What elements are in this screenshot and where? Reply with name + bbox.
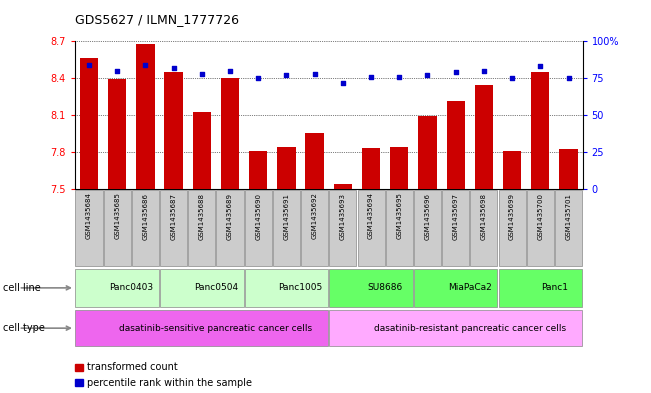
Bar (503, 151, 521, 189)
Text: dasatinib-resistant pancreatic cancer cells: dasatinib-resistant pancreatic cancer ce… (374, 324, 566, 332)
FancyBboxPatch shape (414, 190, 441, 266)
Point (563, 75, 574, 81)
Bar (277, 147, 296, 189)
Text: GSM1435684: GSM1435684 (86, 193, 92, 239)
Text: GDS5627 / ILMN_1777726: GDS5627 / ILMN_1777726 (75, 13, 239, 26)
Point (169, 64, 179, 71)
Text: cell line: cell line (3, 283, 41, 293)
Point (84, 62, 94, 68)
Bar (108, 79, 126, 189)
Text: GSM1435690: GSM1435690 (255, 193, 261, 240)
Text: SU8686: SU8686 (368, 283, 403, 292)
Point (225, 68, 235, 74)
FancyBboxPatch shape (245, 190, 271, 266)
Text: GSM1435696: GSM1435696 (424, 193, 430, 240)
Bar (305, 133, 324, 189)
FancyBboxPatch shape (442, 190, 469, 266)
Text: GSM1435694: GSM1435694 (368, 193, 374, 239)
FancyBboxPatch shape (499, 269, 582, 307)
Text: GSM1435687: GSM1435687 (171, 193, 176, 240)
Text: GSM1435685: GSM1435685 (114, 193, 120, 239)
Bar (249, 151, 268, 189)
Bar (475, 85, 493, 189)
Text: dasatinib-sensitive pancreatic cancer cells: dasatinib-sensitive pancreatic cancer ce… (119, 324, 312, 332)
Text: GSM1435689: GSM1435689 (227, 193, 233, 240)
FancyBboxPatch shape (329, 190, 356, 266)
Point (281, 72, 292, 78)
Text: GSM1435686: GSM1435686 (143, 193, 148, 240)
Text: GSM1435701: GSM1435701 (566, 193, 572, 240)
Text: GSM1435697: GSM1435697 (452, 193, 459, 240)
Text: GSM1435692: GSM1435692 (312, 193, 318, 239)
Text: GSM1435693: GSM1435693 (340, 193, 346, 240)
FancyBboxPatch shape (188, 190, 215, 266)
FancyBboxPatch shape (76, 190, 102, 266)
Bar (390, 147, 408, 189)
FancyBboxPatch shape (160, 190, 187, 266)
Text: Panc1: Panc1 (541, 283, 568, 292)
Point (394, 73, 404, 80)
FancyBboxPatch shape (499, 190, 525, 266)
Text: GSM1435698: GSM1435698 (481, 193, 487, 240)
Text: Panc0504: Panc0504 (194, 283, 238, 292)
Point (197, 70, 207, 77)
FancyBboxPatch shape (555, 190, 582, 266)
FancyBboxPatch shape (273, 190, 300, 266)
Bar (136, 44, 154, 189)
Bar (419, 116, 437, 189)
Bar (559, 149, 577, 189)
Text: transformed count: transformed count (87, 362, 177, 372)
Bar (531, 72, 549, 189)
Point (535, 63, 546, 70)
Point (309, 70, 320, 77)
Bar (221, 78, 239, 189)
Bar (80, 59, 98, 189)
Text: GSM1435700: GSM1435700 (537, 193, 544, 240)
Text: GSM1435699: GSM1435699 (509, 193, 515, 240)
FancyBboxPatch shape (471, 190, 497, 266)
Text: GSM1435695: GSM1435695 (396, 193, 402, 239)
Text: cell type: cell type (3, 323, 45, 333)
Point (366, 73, 376, 80)
FancyBboxPatch shape (217, 190, 243, 266)
Point (422, 72, 433, 78)
Point (338, 79, 348, 86)
Text: Panc1005: Panc1005 (279, 283, 323, 292)
Point (112, 68, 122, 74)
Text: Panc0403: Panc0403 (109, 283, 154, 292)
Bar (447, 101, 465, 189)
FancyBboxPatch shape (357, 190, 385, 266)
Bar (193, 112, 211, 189)
FancyBboxPatch shape (414, 269, 497, 307)
Point (450, 69, 461, 75)
FancyBboxPatch shape (386, 190, 413, 266)
Bar (165, 72, 183, 189)
FancyBboxPatch shape (329, 310, 582, 346)
Point (140, 62, 150, 68)
FancyBboxPatch shape (132, 190, 159, 266)
FancyBboxPatch shape (301, 190, 328, 266)
Bar (334, 184, 352, 189)
Text: GSM1435691: GSM1435691 (283, 193, 290, 240)
FancyBboxPatch shape (160, 269, 243, 307)
Point (478, 68, 489, 74)
Point (253, 75, 264, 81)
FancyBboxPatch shape (76, 269, 159, 307)
Bar (362, 148, 380, 189)
FancyBboxPatch shape (104, 190, 131, 266)
Text: GSM1435688: GSM1435688 (199, 193, 205, 240)
FancyBboxPatch shape (329, 269, 413, 307)
FancyBboxPatch shape (245, 269, 328, 307)
Point (507, 75, 518, 81)
FancyBboxPatch shape (527, 190, 554, 266)
FancyBboxPatch shape (76, 310, 328, 346)
Text: MiaPaCa2: MiaPaCa2 (448, 283, 492, 292)
Text: percentile rank within the sample: percentile rank within the sample (87, 378, 251, 388)
